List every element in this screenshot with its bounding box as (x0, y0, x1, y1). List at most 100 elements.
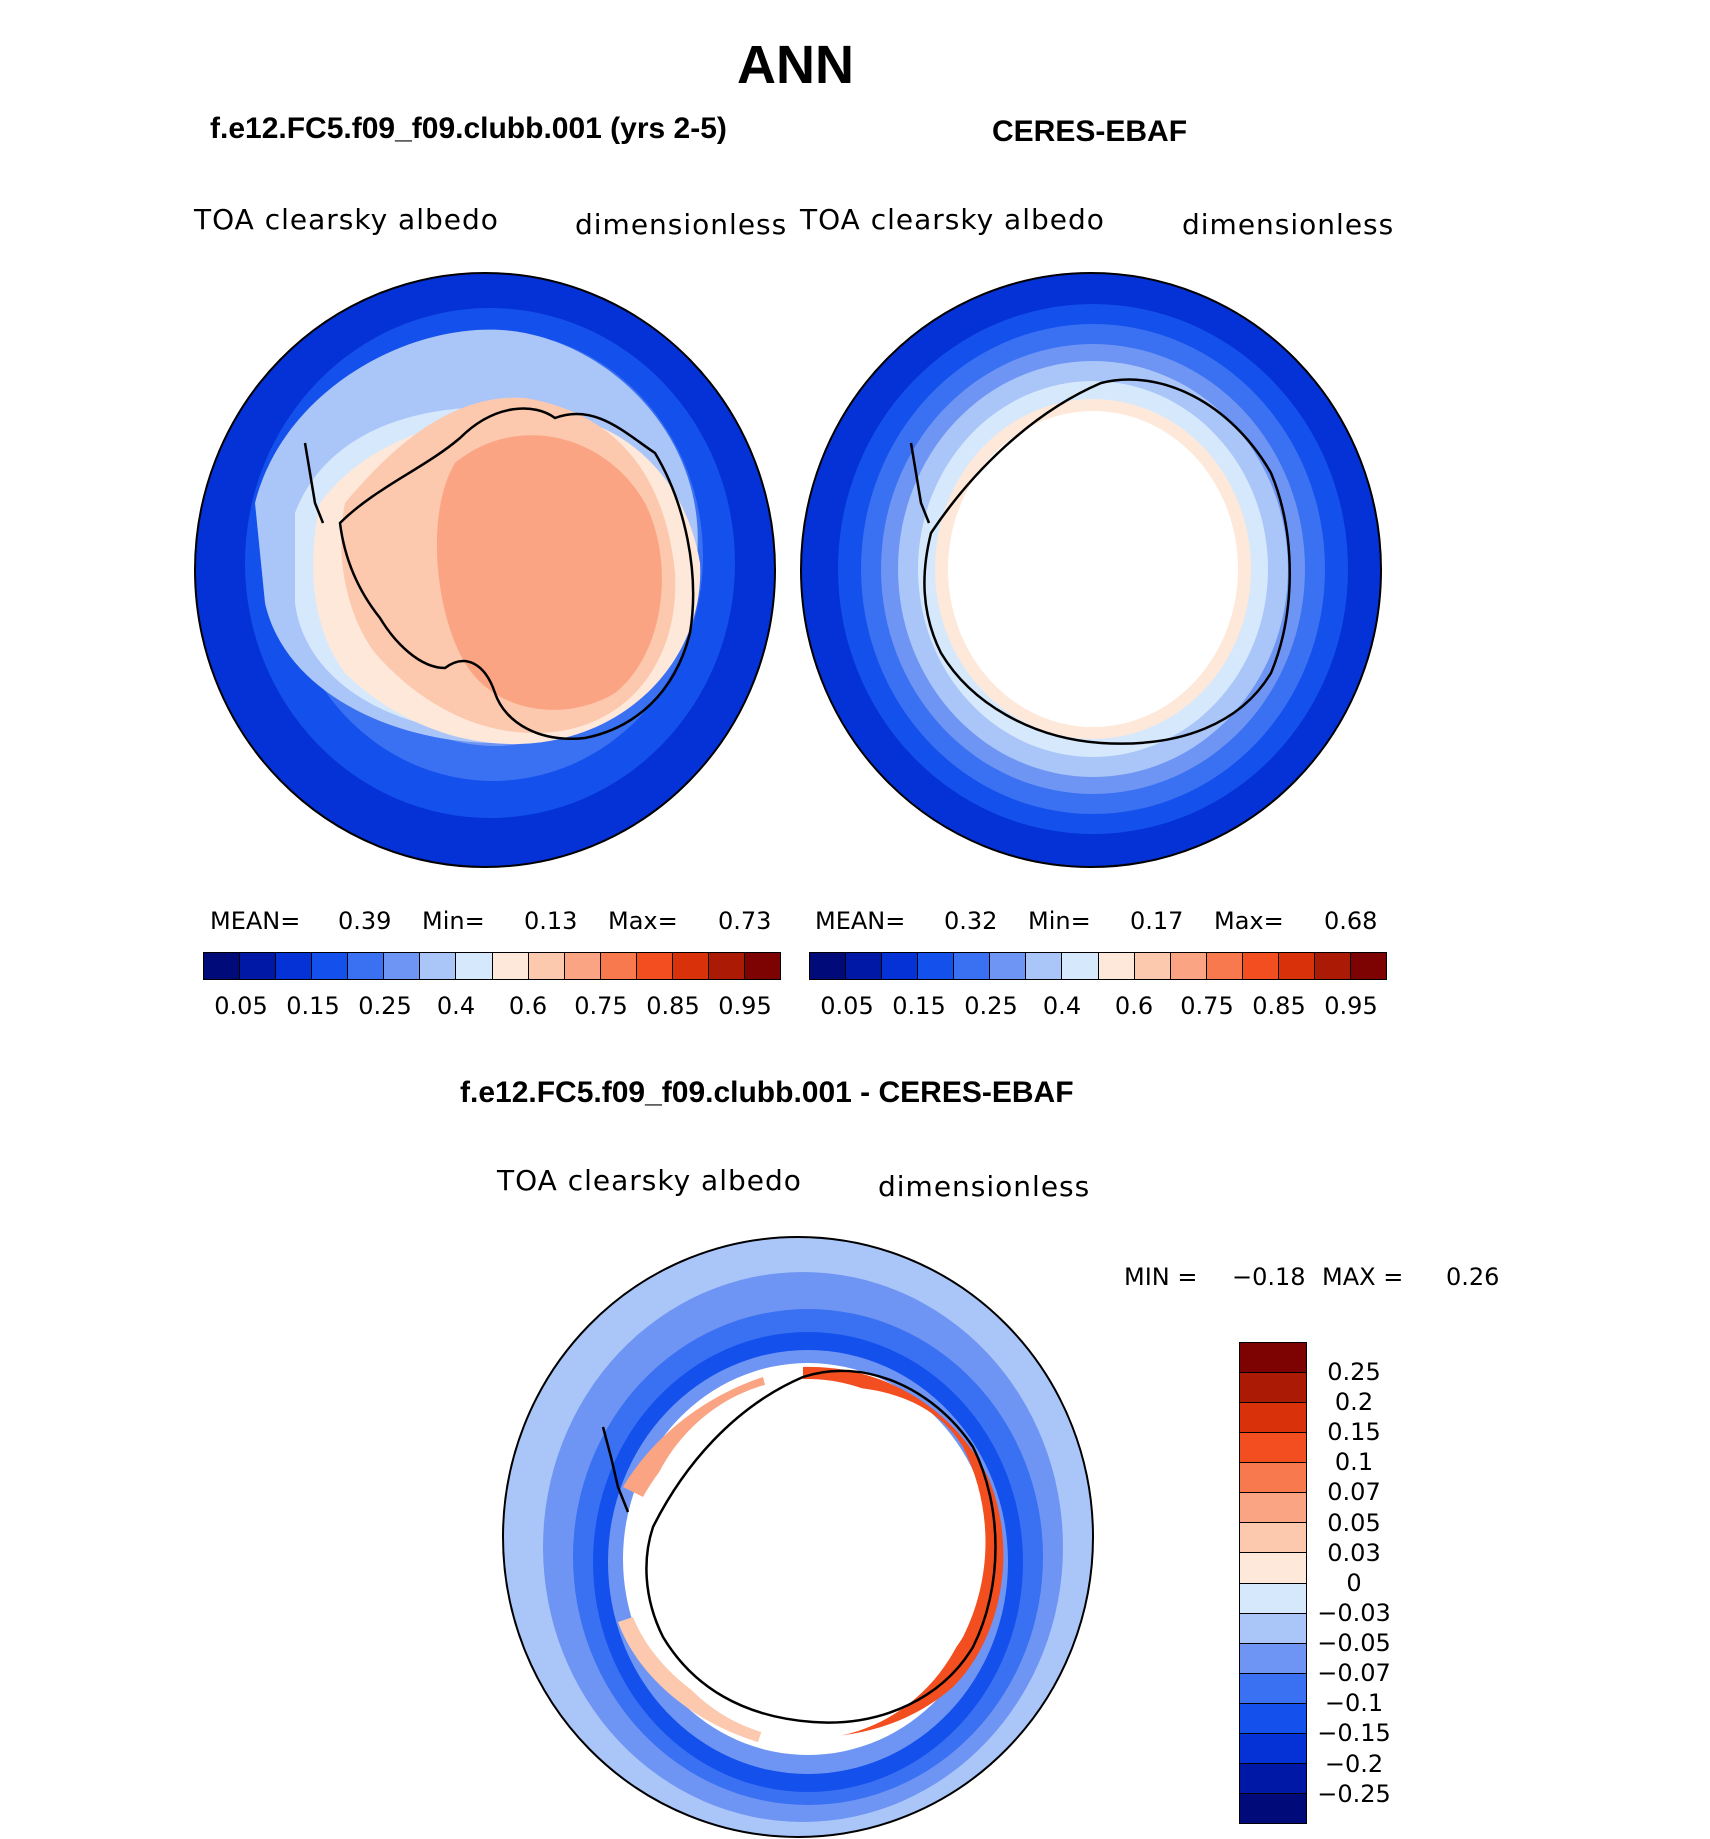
colorbar-swatch (420, 953, 457, 979)
diff-colorbar-tick: −0.07 (1317, 1659, 1391, 1687)
colorbar-swatch (1240, 1403, 1306, 1434)
model-min-value: 0.13 (524, 907, 578, 935)
model-units-label: dimensionless (575, 208, 788, 241)
colorbar-swatch (990, 953, 1027, 979)
colorbar-swatch (1350, 953, 1386, 979)
colorbar-swatch (240, 953, 277, 979)
model-colorbar-tick: 0.05 (214, 992, 268, 1020)
colorbar-swatch (1240, 1583, 1306, 1614)
colorbar-swatch (564, 953, 601, 979)
obs-colorbar (809, 952, 1387, 980)
obs-variable-label: TOA clearsky albedo (800, 203, 1105, 236)
diff-colorbar-tick: 0.05 (1327, 1509, 1381, 1537)
model-colorbar-tick: 0.95 (718, 992, 772, 1020)
colorbar-swatch (348, 953, 385, 979)
model-colorbar-tick: 0.85 (646, 992, 700, 1020)
colorbar-swatch (384, 953, 421, 979)
model-colorbar-tick: 0.15 (286, 992, 340, 1020)
colorbar-swatch (636, 953, 673, 979)
model-colorbar-tick: 0.6 (508, 992, 548, 1020)
colorbar-swatch (954, 953, 991, 979)
colorbar-swatch (492, 953, 529, 979)
diff-colorbar-tick: 0.25 (1327, 1358, 1381, 1386)
colorbar-swatch (312, 953, 349, 979)
colorbar-swatch (1240, 1733, 1306, 1764)
diff-colorbar-tick: −0.15 (1317, 1719, 1391, 1747)
colorbar-swatch (918, 953, 955, 979)
obs-units-label: dimensionless (1182, 208, 1395, 241)
colorbar-swatch (1240, 1643, 1306, 1674)
colorbar-swatch (708, 953, 745, 979)
colorbar-swatch (810, 953, 847, 979)
obs-colorbar-tick: 0.25 (964, 992, 1018, 1020)
model-max-value: 0.73 (718, 907, 772, 935)
model-mean-label: MEAN= (210, 907, 301, 935)
obs-polar-map (800, 272, 1382, 868)
colorbar-swatch (456, 953, 493, 979)
colorbar-swatch (1170, 953, 1207, 979)
obs-colorbar-tick: 0.4 (1042, 992, 1082, 1020)
diff-colorbar-tick: −0.05 (1317, 1629, 1391, 1657)
obs-min-value: 0.17 (1130, 907, 1184, 935)
colorbar-swatch (204, 953, 241, 979)
colorbar-swatch (1240, 1343, 1306, 1374)
diff-units-label: dimensionless (878, 1170, 1091, 1203)
diff-polar-map (502, 1236, 1094, 1838)
colorbar-swatch (1240, 1523, 1306, 1554)
colorbar-swatch (1240, 1493, 1306, 1524)
diff-colorbar-tick: 0.2 (1334, 1388, 1374, 1416)
page-title: ANN (737, 35, 854, 95)
diff-colorbar-tick: 0 (1346, 1569, 1362, 1597)
colorbar-swatch (1240, 1613, 1306, 1644)
diff-max-label: MAX = (1322, 1263, 1404, 1291)
colorbar-swatch (1240, 1673, 1306, 1704)
colorbar-swatch (528, 953, 565, 979)
colorbar-swatch (1240, 1553, 1306, 1584)
colorbar-swatch (1062, 953, 1099, 979)
diff-max-value: 0.26 (1446, 1263, 1500, 1291)
colorbar-swatch (276, 953, 313, 979)
colorbar-swatch (1240, 1703, 1306, 1734)
model-min-label: Min= (422, 907, 485, 935)
colorbar-swatch (1240, 1373, 1306, 1404)
diff-colorbar-tick: 0.15 (1327, 1418, 1381, 1446)
obs-colorbar-tick: 0.6 (1114, 992, 1154, 1020)
model-colorbar (203, 952, 781, 980)
diff-colorbar-tick: −0.2 (1324, 1750, 1384, 1778)
diff-colorbar-tick: 0.1 (1334, 1448, 1374, 1476)
model-max-label: Max= (608, 907, 678, 935)
model-colorbar-tick: 0.4 (436, 992, 476, 1020)
model-mean-value: 0.39 (338, 907, 392, 935)
colorbar-swatch (846, 953, 883, 979)
colorbar-swatch (1314, 953, 1351, 979)
diff-colorbar-tick: 0.07 (1327, 1478, 1381, 1506)
colorbar-swatch (1026, 953, 1063, 979)
diff-variable-label: TOA clearsky albedo (497, 1164, 802, 1197)
obs-colorbar-tick: 0.15 (892, 992, 946, 1020)
obs-mean-label: MEAN= (815, 907, 906, 935)
diff-colorbar-tick: −0.1 (1324, 1689, 1384, 1717)
obs-max-label: Max= (1214, 907, 1284, 935)
colorbar-swatch (1134, 953, 1171, 979)
model-polar-map (194, 272, 776, 868)
diff-colorbar (1239, 1342, 1307, 1824)
colorbar-swatch (1206, 953, 1243, 979)
colorbar-swatch (882, 953, 919, 979)
obs-min-label: Min= (1028, 907, 1091, 935)
diff-colorbar-tick: 0.03 (1327, 1539, 1381, 1567)
model-panel-title: f.e12.FC5.f09_f09.clubb.001 (yrs 2-5) (210, 112, 727, 145)
colorbar-swatch (1240, 1463, 1306, 1494)
diff-min-value: −0.18 (1232, 1263, 1306, 1291)
colorbar-swatch (600, 953, 637, 979)
colorbar-swatch (1242, 953, 1279, 979)
diff-min-label: MIN = (1124, 1263, 1198, 1291)
diff-panel-title: f.e12.FC5.f09_f09.clubb.001 - CERES-EBAF (460, 1076, 1074, 1109)
colorbar-swatch (1240, 1763, 1306, 1794)
colorbar-swatch (744, 953, 780, 979)
colorbar-swatch (1098, 953, 1135, 979)
obs-colorbar-tick: 0.95 (1324, 992, 1378, 1020)
model-colorbar-tick: 0.75 (574, 992, 628, 1020)
colorbar-swatch (1240, 1433, 1306, 1464)
model-colorbar-tick: 0.25 (358, 992, 412, 1020)
colorbar-swatch (672, 953, 709, 979)
